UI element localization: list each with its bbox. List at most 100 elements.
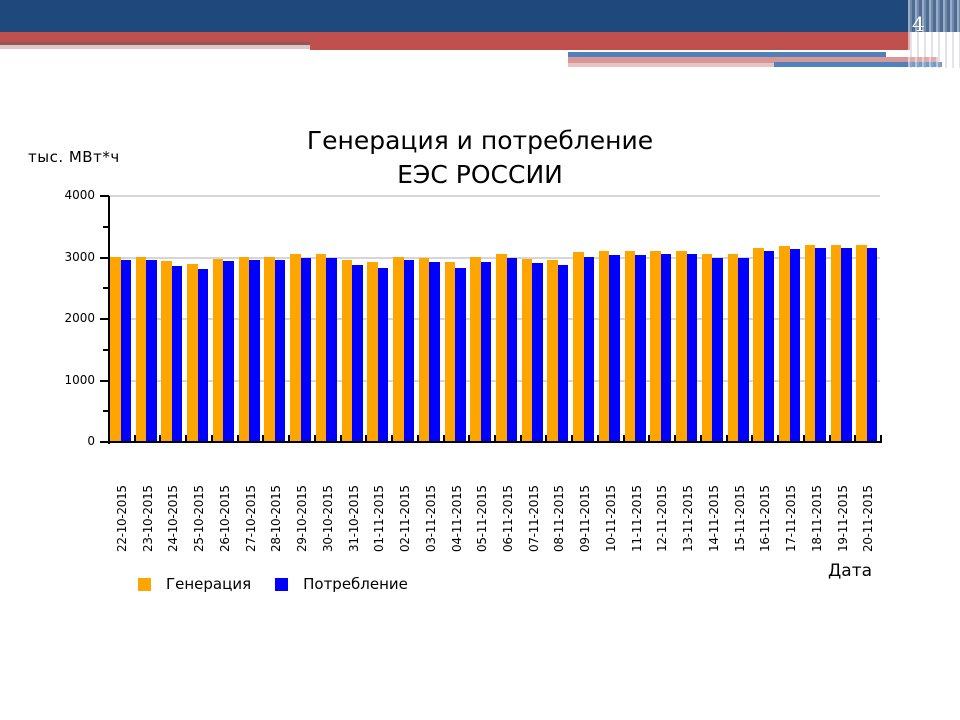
bar-generation [496, 254, 507, 442]
x-tick [365, 435, 368, 442]
bar-generation [367, 262, 378, 442]
legend-item-generation: Генерация [138, 575, 251, 593]
x-tick-label: 18-11-2015 [809, 485, 824, 552]
x-tick [288, 435, 291, 442]
bar-generation [521, 258, 533, 442]
x-tick [880, 435, 882, 442]
bar-consumption [249, 259, 260, 442]
chart-title: Генерация и потребление ЕЭС РОССИИ [250, 124, 710, 192]
x-tick-label: 05-11-2015 [475, 485, 490, 552]
x-tick-label: 06-11-2015 [501, 485, 515, 552]
x-tick-label: 29-10-2015 [295, 485, 310, 552]
legend-swatch-generation [138, 577, 151, 591]
x-tick [802, 435, 805, 442]
x-tick-label: 07-11-2015 [526, 485, 541, 552]
x-tick [442, 435, 445, 442]
bar-consumption [557, 264, 569, 442]
header-band-red-right [310, 42, 910, 50]
x-tick [313, 435, 316, 442]
x-tick [339, 435, 342, 442]
bar-consumption [635, 255, 646, 442]
bar-generation [573, 251, 584, 442]
x-tick [828, 435, 831, 442]
y-tick-label: 4000 [64, 188, 95, 202]
y-tick [100, 318, 109, 320]
bar-generation [341, 259, 353, 442]
bar-consumption [455, 267, 466, 442]
bar-generation [753, 247, 764, 442]
x-tick-label: 28-10-2015 [269, 485, 284, 552]
bar-consumption [789, 248, 801, 442]
x-tick [622, 435, 625, 442]
bar-generation [856, 244, 867, 442]
bar-consumption [506, 258, 517, 442]
bar-generation [779, 245, 790, 442]
y-minor-tick [103, 410, 109, 413]
bar-generation [290, 254, 301, 442]
gridline [108, 256, 880, 259]
header-accent-blue-2 [774, 62, 942, 67]
bar-consumption [583, 256, 595, 442]
x-tick-label: 11-11-2015 [629, 485, 644, 552]
x-tick-label: 04-11-2015 [449, 485, 464, 552]
bar-generation [161, 261, 172, 442]
x-tick-label: 17-11-2015 [784, 485, 799, 552]
x-tick-label: 30-10-2015 [320, 485, 335, 552]
bar-consumption [686, 253, 698, 442]
x-tick [494, 435, 496, 442]
x-tick-label: 14-11-2015 [706, 485, 721, 552]
x-tick-label: 09-11-2015 [578, 485, 593, 552]
bar-consumption [223, 261, 234, 442]
gridline [108, 318, 880, 320]
chart-title-line2: ЕЭС РОССИИ [397, 160, 563, 189]
bar-consumption [429, 261, 440, 442]
x-axis-title: Дата [828, 561, 873, 581]
x-tick [674, 435, 677, 442]
x-tick [416, 435, 419, 442]
y-tick-label: 2000 [64, 311, 95, 325]
x-tick-label: 02-11-2015 [398, 485, 413, 552]
x-tick-label: 24-10-2015 [166, 485, 181, 552]
x-tick [236, 435, 239, 442]
x-tick [468, 435, 471, 442]
bar-generation [830, 244, 842, 442]
x-tick-label: 12-11-2015 [655, 485, 670, 552]
header-accent-pink [568, 57, 938, 63]
y-minor-tick [103, 225, 109, 228]
x-tick [648, 435, 651, 442]
x-tick [133, 435, 136, 442]
x-tick [545, 435, 548, 442]
bar-consumption [171, 265, 183, 442]
y-tick-label: 1000 [64, 372, 95, 387]
bar-consumption [326, 258, 337, 442]
bar-consumption [660, 253, 672, 442]
bar-consumption [352, 264, 363, 442]
x-tick [210, 435, 213, 442]
bar-generation [393, 256, 404, 442]
bar-consumption [712, 258, 723, 442]
y-tick [100, 441, 109, 443]
bar-generation [238, 256, 250, 442]
bar-consumption [841, 247, 852, 442]
x-tick-label: 03-11-2015 [423, 485, 438, 552]
header-stripes [908, 0, 960, 68]
x-tick [159, 435, 162, 442]
bar-consumption [532, 263, 543, 442]
bar-consumption [738, 258, 749, 442]
legend-label-consumption: Потребление [303, 575, 408, 593]
bar-generation [135, 256, 147, 442]
x-tick-label: 13-11-2015 [681, 485, 696, 552]
bar-consumption [763, 250, 775, 442]
legend-swatch-consumption [275, 577, 289, 591]
bar-consumption [274, 259, 286, 442]
x-tick-label: 08-11-2015 [552, 485, 567, 552]
x-tick [185, 435, 188, 442]
y-axis-unit: тыс. МВт*ч [28, 148, 120, 166]
x-tick [777, 435, 780, 442]
bar-consumption [609, 255, 620, 442]
x-tick-label: 20-11-2015 [861, 485, 876, 552]
bar-generation [650, 250, 661, 442]
header-band-red [0, 32, 910, 42]
x-tick-label: 10-11-2015 [603, 485, 618, 552]
x-tick-label: 26-10-2015 [217, 485, 232, 552]
